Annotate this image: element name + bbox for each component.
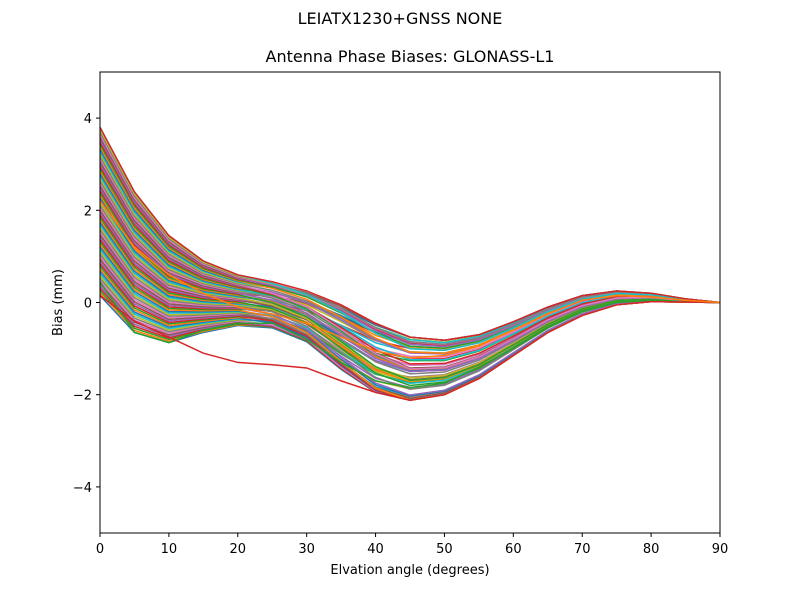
x-tick-label: 50 <box>436 542 453 557</box>
series-line <box>99 217 721 387</box>
series-line <box>99 200 721 359</box>
chart-title: Antenna Phase Biases: GLONASS-L1 <box>265 47 555 66</box>
x-tick-label: 10 <box>161 542 178 557</box>
x-axis-ticks: 0 10 20 30 40 50 60 70 80 90 <box>96 533 728 557</box>
x-axis-label: Elvation angle (degrees) <box>330 563 489 578</box>
y-tick-label: 2 <box>84 204 92 219</box>
x-tick-label: 70 <box>574 542 591 557</box>
series-line <box>99 131 721 345</box>
series-line <box>99 126 721 342</box>
series-line <box>99 192 721 382</box>
figure-suptitle: LEIATX1230+GNSS NONE <box>297 9 503 28</box>
y-tick-label: −2 <box>73 389 92 404</box>
x-tick-label: 60 <box>505 542 522 557</box>
x-tick-label: 80 <box>643 542 660 557</box>
series-line <box>99 165 721 365</box>
y-tick-label: 4 <box>84 112 92 127</box>
y-tick-label: 0 <box>84 297 92 312</box>
y-axis-label: Bias (mm) <box>51 269 66 336</box>
x-tick-label: 30 <box>298 542 315 557</box>
x-tick-label: 90 <box>712 542 729 557</box>
data-lines <box>99 126 721 402</box>
x-tick-label: 0 <box>96 542 104 557</box>
y-axis-ticks: −4 −2 0 2 4 <box>73 112 100 496</box>
y-tick-label: −4 <box>73 481 92 496</box>
series-line <box>99 236 721 396</box>
series-line <box>99 281 721 389</box>
x-tick-label: 40 <box>367 542 384 557</box>
x-tick-label: 20 <box>230 542 247 557</box>
series-line <box>99 158 721 370</box>
series-line <box>99 294 721 401</box>
